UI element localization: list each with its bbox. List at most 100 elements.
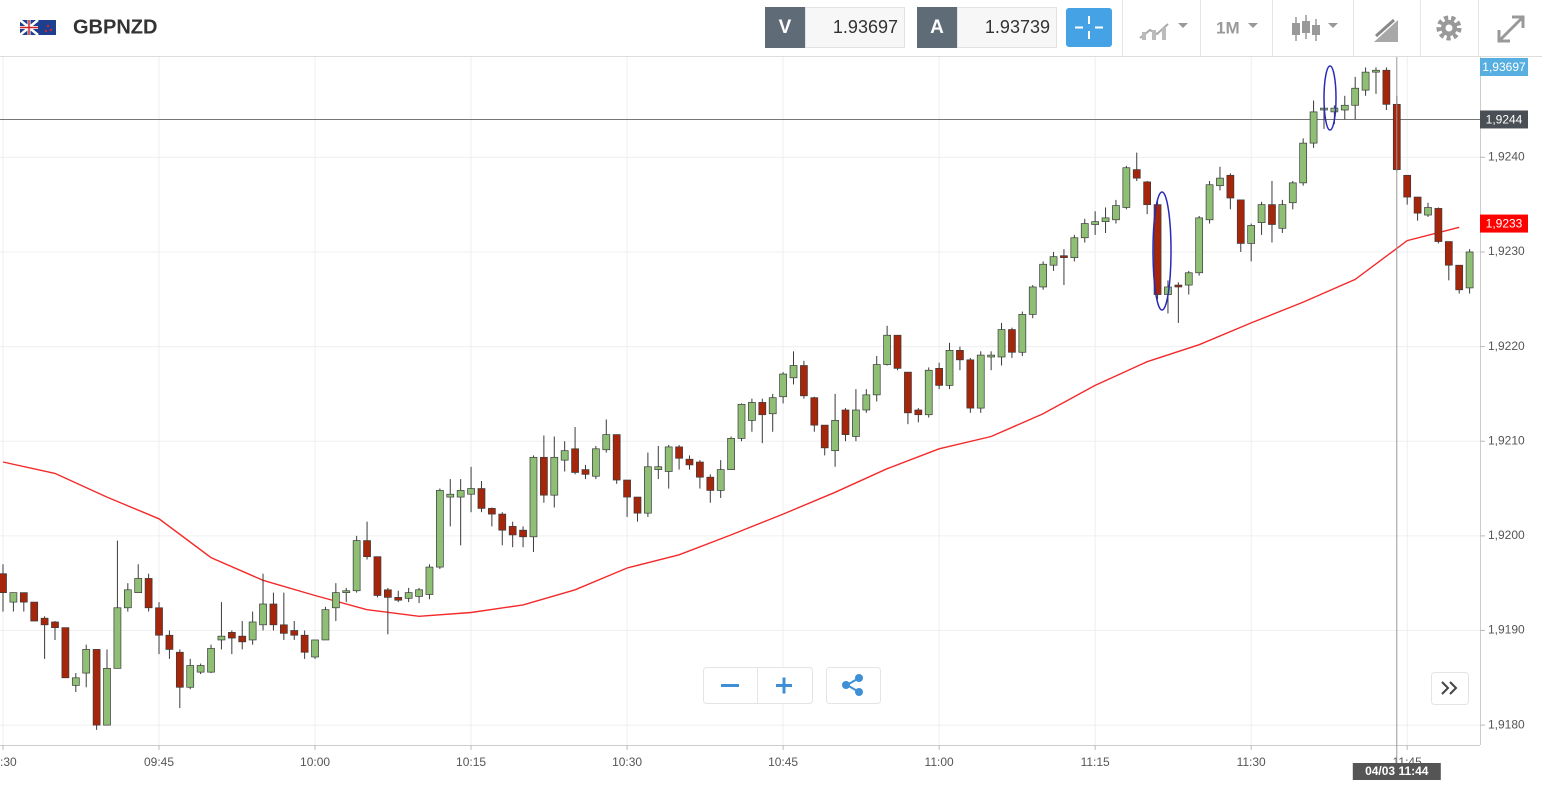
candle-body xyxy=(227,632,236,639)
candle-body xyxy=(852,409,860,437)
candle-body xyxy=(956,350,964,361)
sell-label: V xyxy=(779,17,792,38)
x-tick-label: 10:00 xyxy=(300,755,330,769)
candle-body xyxy=(862,394,871,411)
candle-body xyxy=(1444,241,1453,266)
x-tick-label: 11:30 xyxy=(1237,755,1266,769)
candle-body xyxy=(498,513,507,531)
candle-body xyxy=(883,334,891,365)
candle-body xyxy=(748,402,756,421)
candle-body xyxy=(550,456,559,496)
candle-body xyxy=(373,556,382,596)
candle-body xyxy=(488,508,496,515)
plot-area xyxy=(0,67,1480,730)
candle-body xyxy=(384,589,392,598)
candle-body xyxy=(394,597,403,601)
candle-body xyxy=(1226,174,1235,199)
chart-type-button[interactable] xyxy=(1292,15,1338,41)
candle-body xyxy=(685,458,694,466)
candle-body xyxy=(207,648,215,673)
candle-body xyxy=(945,350,954,386)
candle-body xyxy=(1028,286,1037,315)
candle-body xyxy=(342,590,351,593)
candle-body xyxy=(1299,142,1308,184)
buy-button[interactable] xyxy=(917,7,957,48)
y-tick-label: 1,9230 xyxy=(1488,244,1525,258)
y-tick-label: 1,9200 xyxy=(1488,528,1525,542)
candle-body xyxy=(352,540,361,592)
candle-body xyxy=(259,603,267,626)
candle-body xyxy=(1122,167,1131,208)
candle-body xyxy=(113,607,122,669)
candle-body xyxy=(602,434,611,451)
candle-body xyxy=(612,434,621,481)
candle-body xyxy=(706,476,715,491)
candle-body xyxy=(997,329,1006,358)
candle-body xyxy=(321,609,330,641)
candle-body xyxy=(644,466,652,514)
candle-body xyxy=(1434,208,1443,242)
candle-body xyxy=(519,529,527,538)
candle-body xyxy=(623,479,631,498)
candle-body xyxy=(1247,225,1256,244)
candle-body xyxy=(727,438,735,470)
zoom-in-button[interactable] xyxy=(776,677,792,694)
bid-price-label: 1,93697 xyxy=(1482,60,1526,74)
x-tick-label: 10:45 xyxy=(768,755,798,769)
candle-body xyxy=(477,488,486,509)
candle-body xyxy=(1278,204,1287,229)
candle-body xyxy=(1008,329,1016,353)
candle-body xyxy=(175,651,184,688)
highlight-ellipse xyxy=(1323,65,1337,131)
candle-body xyxy=(737,403,746,439)
flag-icon xyxy=(19,19,56,36)
candle-body xyxy=(82,649,91,674)
candle-body xyxy=(103,667,111,726)
reference-price-label-box xyxy=(1480,110,1528,129)
settings-button[interactable] xyxy=(1436,15,1462,41)
candle-body xyxy=(1184,272,1193,286)
candle-body xyxy=(654,466,663,470)
candle-body xyxy=(987,354,995,358)
candle-body xyxy=(966,359,975,409)
candle-body xyxy=(1268,204,1276,225)
candle-body xyxy=(40,617,49,626)
crosshair-label: 04/03 11:44 xyxy=(1365,764,1429,778)
candle-body xyxy=(716,469,725,491)
candle-body xyxy=(696,461,704,478)
candle-body xyxy=(363,540,371,558)
candle-body xyxy=(165,634,174,650)
timeframe[interactable]: 1M xyxy=(1216,18,1240,37)
y-tick-label: 1,9220 xyxy=(1488,339,1525,353)
sell-price-box xyxy=(805,7,905,48)
candle-body xyxy=(1101,217,1110,223)
candle-body xyxy=(456,490,465,498)
scroll-end-button[interactable] xyxy=(1431,672,1469,705)
fullscreen-button[interactable] xyxy=(1497,15,1525,43)
buy-price: 1.93739 xyxy=(985,17,1050,37)
candle-body xyxy=(92,649,101,726)
moving-average-line xyxy=(2,226,1460,618)
candle-body xyxy=(893,334,902,369)
candle-body xyxy=(508,526,517,536)
candle-body xyxy=(155,607,163,636)
x-tick-label: 10:15 xyxy=(456,755,486,769)
candle-body xyxy=(1330,107,1339,113)
candle-body xyxy=(904,371,912,414)
candle-body xyxy=(30,601,39,622)
symbol: GBPNZD xyxy=(73,16,157,38)
share-button[interactable] xyxy=(826,667,881,704)
drawing-button[interactable] xyxy=(1374,18,1398,42)
candle-body xyxy=(290,630,299,636)
sell-button[interactable] xyxy=(765,7,805,48)
indicator-button[interactable] xyxy=(1139,23,1188,40)
buy-label: A xyxy=(930,17,944,38)
y-tick-label: 1,9210 xyxy=(1488,433,1525,447)
candle-body xyxy=(924,369,933,416)
candle-body xyxy=(571,448,579,473)
candle-body xyxy=(144,578,153,609)
candle-body xyxy=(415,589,423,597)
crosshair-button[interactable] xyxy=(1066,8,1112,47)
candle-body xyxy=(9,592,18,603)
